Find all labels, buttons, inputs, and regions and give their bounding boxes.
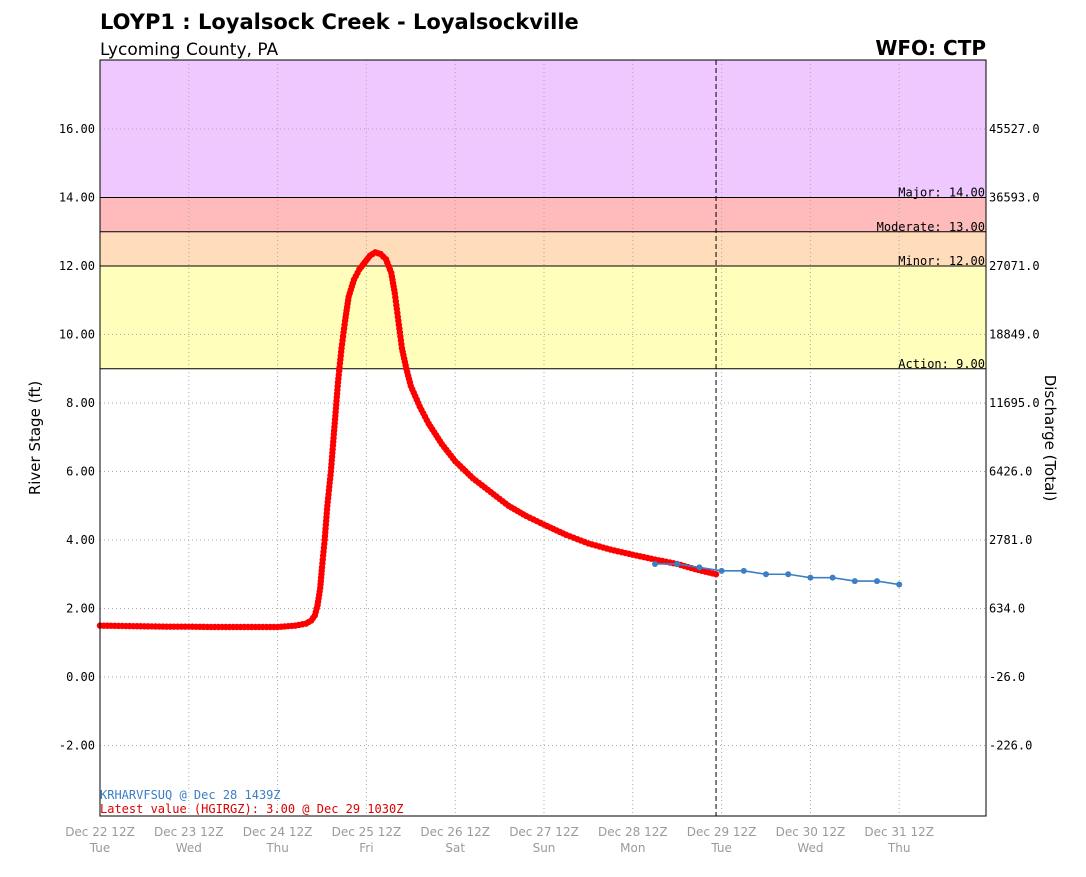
forecast-point — [851, 578, 858, 585]
y2-tick-label: 36593.0 — [989, 191, 1040, 205]
forecast-point — [874, 578, 880, 585]
moderate-band — [100, 231, 986, 266]
x-tick-date-label: Dec 26 12Z — [420, 825, 490, 839]
x-tick-date-label: Dec 23 12Z — [154, 825, 224, 839]
chart-title: LOYP1 : Loyalsock Creek - Loyalsockville — [100, 10, 579, 34]
threshold-label-action: Action: 9.00 — [898, 357, 985, 371]
x-tick-day-label: Sat — [445, 841, 465, 855]
y-tick-label: 2.00 — [66, 602, 95, 616]
data-series — [96, 60, 903, 816]
major-band — [100, 197, 986, 232]
forecast-point — [763, 571, 769, 578]
threshold-label-major: Major: 14.00 — [898, 186, 985, 200]
y-tick-label: 12.00 — [59, 259, 95, 273]
forecast-point — [785, 571, 792, 578]
y2-tick-label: 2781.0 — [989, 533, 1032, 547]
y-tick-label: 8.00 — [66, 396, 95, 410]
observed-point — [712, 571, 720, 578]
forecast-point — [696, 564, 703, 571]
y2-tick-label: 18849.0 — [989, 328, 1040, 342]
forecast-point — [807, 574, 814, 581]
x-tick-date-label: Dec 27 12Z — [509, 825, 579, 839]
y2-tick-label: 27071.0 — [989, 259, 1040, 273]
x-tick-day-label: Sun — [533, 841, 556, 855]
x-tick-date-label: Dec 29 12Z — [687, 825, 757, 839]
x-tick-date-label: Dec 30 12Z — [776, 825, 846, 839]
x-tick-day-label: Mon — [620, 841, 645, 855]
x-tick-date-label: Dec 31 12Z — [864, 825, 934, 839]
y2-tick-label: 634.0 — [989, 602, 1025, 616]
threshold-label-moderate: Moderate: 13.00 — [877, 220, 985, 234]
y-tick-label: 4.00 — [66, 533, 95, 547]
axes: 16.00 45527.0 14.00 36593.0 12.00 27071.0 10.0… — [59, 59, 1040, 855]
threshold-lines: Major: 14.00 Moderate: 13.00 Minor: 12.00 A… — [100, 186, 986, 371]
record-band — [100, 60, 986, 198]
plot-frame — [99, 59, 987, 817]
chart-subtitle: Lycoming County, PA — [100, 40, 279, 60]
x-tick-day-label: Thu — [887, 841, 911, 855]
forecast-line — [655, 563, 900, 586]
x-tick-date-label: Dec 24 12Z — [243, 825, 313, 839]
x-tick-day-label: Fri — [359, 841, 373, 855]
y2-tick-label: 45527.0 — [989, 122, 1040, 136]
y-axis-title: River Stage (ft) — [26, 381, 44, 495]
y2-tick-label: -26.0 — [989, 670, 1025, 684]
y-tick-label: 14.00 — [59, 191, 95, 205]
y-tick-label: 10.00 — [59, 328, 95, 342]
x-tick-day-label: Tue — [710, 841, 732, 855]
minor-band — [100, 266, 986, 369]
x-tick-date-label: Dec 28 12Z — [598, 825, 668, 839]
y2-tick-label: 6426.0 — [989, 465, 1032, 479]
y-tick-label: -2.00 — [59, 739, 95, 753]
y-tick-label: 0.00 — [66, 670, 95, 684]
x-tick-day-label: Tue — [89, 841, 111, 855]
x-tick-day-label: Thu — [265, 841, 289, 855]
x-tick-date-label: Dec 25 12Z — [332, 825, 402, 839]
x-tick-date-label: Dec 22 12Z — [65, 825, 135, 839]
forecast-point — [829, 574, 836, 581]
y-tick-label: 6.00 — [66, 465, 95, 479]
forecast-issued-note: KRHARVFSUQ @ Dec 28 1439Z — [100, 788, 281, 802]
forecast-point — [896, 581, 903, 588]
y2-axis-title: Discharge (Total) — [1041, 375, 1059, 502]
latest-value-note: Latest value (HGIRGZ): 3.00 @ Dec 29 103… — [100, 802, 403, 816]
forecast-point — [718, 567, 725, 574]
forecast-point — [674, 560, 681, 567]
forecast-point — [652, 560, 658, 567]
threshold-label-minor: Minor: 12.00 — [898, 254, 985, 268]
x-tick-day-label: Wed — [176, 841, 202, 855]
y2-tick-label: 11695.0 — [989, 396, 1040, 410]
flood-category-bands — [100, 60, 986, 816]
wfo-label: WFO: CTP — [875, 36, 986, 60]
forecast-point — [740, 567, 747, 574]
y-tick-label: 16.00 — [59, 122, 95, 136]
y2-tick-label: -226.0 — [989, 739, 1032, 753]
x-tick-day-label: Wed — [797, 841, 823, 855]
